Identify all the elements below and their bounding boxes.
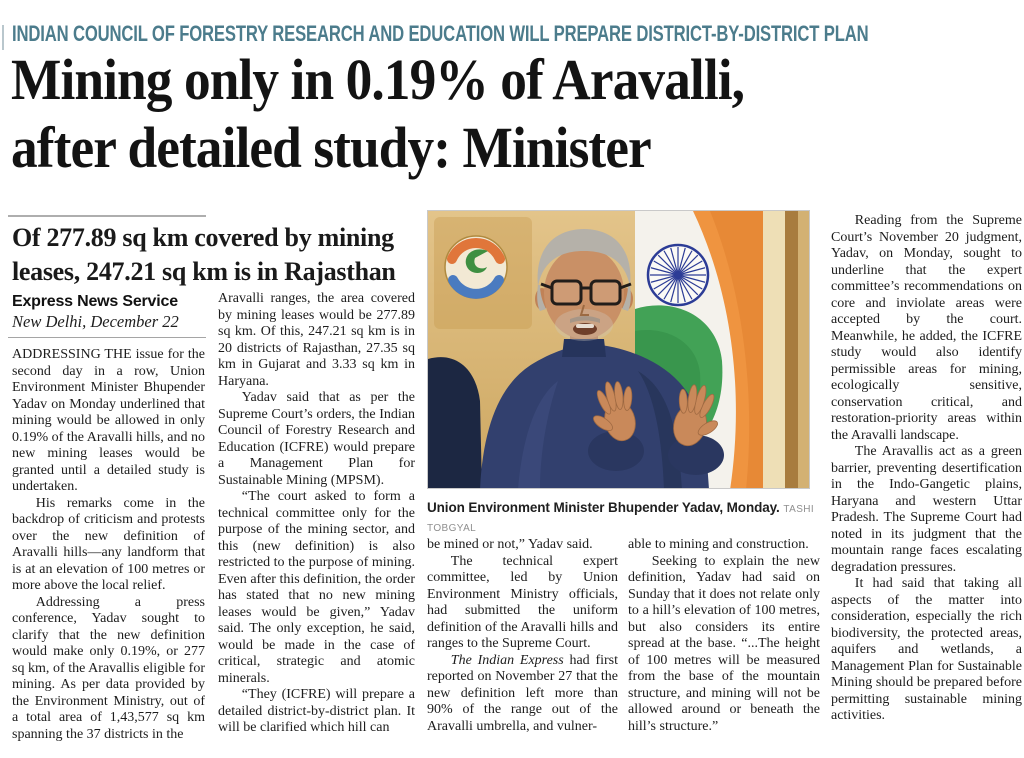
body-column-1: ADDRESSING THE issue for the second day … bbox=[12, 347, 205, 742]
sleeve-right bbox=[668, 435, 724, 475]
mustache bbox=[570, 316, 600, 323]
chair bbox=[428, 357, 482, 488]
headline: Mining only in 0.19% of Aravalli, after … bbox=[11, 47, 745, 180]
divider-rule-byline bbox=[8, 337, 206, 338]
wall-panel-light bbox=[763, 211, 785, 488]
sleeve-left bbox=[588, 431, 644, 471]
byline-dateline: New Delhi, December 22 bbox=[12, 312, 179, 331]
collar bbox=[562, 339, 606, 357]
photo-credit: TASHI TOBGYAL bbox=[427, 504, 815, 534]
body-column-5: Reading from the Supreme Court’s Novembe… bbox=[831, 213, 1022, 723]
hand-right bbox=[673, 384, 718, 447]
face bbox=[544, 247, 624, 339]
body-column-4: able to mining and construction. Seeking … bbox=[628, 537, 820, 734]
standfirst: Of 277.89 sq km covered by mining leases… bbox=[12, 223, 396, 286]
minister-figure bbox=[480, 229, 724, 488]
byline-agency: Express News Service bbox=[12, 293, 178, 310]
teeth bbox=[576, 324, 594, 328]
hair bbox=[537, 229, 631, 287]
ministry-logo bbox=[434, 217, 532, 329]
body-column-2: Aravalli ranges, the area covered by min… bbox=[218, 291, 415, 735]
ashoka-chakra bbox=[646, 243, 710, 307]
body-column-3: be mined or not,” Yadav said. The technic… bbox=[427, 537, 618, 734]
divider-rule-top bbox=[8, 215, 206, 217]
scan-edge-mark bbox=[2, 25, 4, 50]
nose bbox=[579, 304, 589, 316]
wall-panel-dark bbox=[785, 211, 798, 488]
hand-left bbox=[593, 381, 636, 442]
article-photo bbox=[427, 210, 810, 489]
photo-caption-text: Union Environment Minister Bhupender Yad… bbox=[427, 500, 780, 515]
photo-caption: Union Environment Minister Bhupender Yad… bbox=[427, 499, 821, 537]
glasses bbox=[540, 279, 632, 306]
wall-panel-edge bbox=[798, 211, 809, 488]
kicker: INDIAN COUNCIL OF FORESTRY RESEARCH AND … bbox=[12, 21, 869, 46]
